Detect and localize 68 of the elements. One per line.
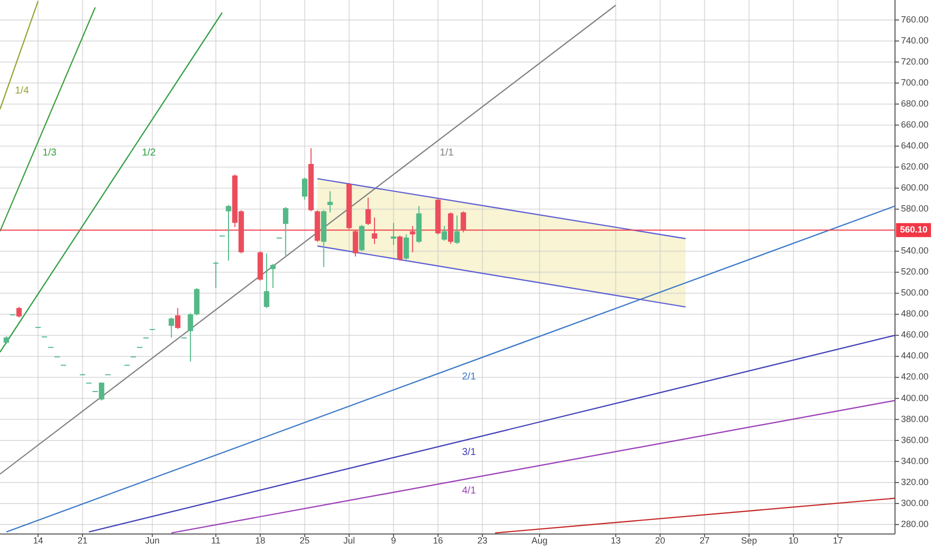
y-tick-label: 580.00 bbox=[901, 204, 929, 214]
y-tick-label: 620.00 bbox=[901, 162, 929, 172]
x-tick-label: 27 bbox=[700, 535, 710, 546]
x-tick-label: 17 bbox=[832, 535, 843, 546]
candlestick bbox=[175, 307, 180, 330]
candlestick bbox=[365, 197, 371, 226]
candlestick bbox=[16, 306, 22, 318]
y-tick-label: 640.00 bbox=[901, 140, 929, 150]
y-tick-label: 760.00 bbox=[901, 14, 929, 24]
y-tick-label: 540.00 bbox=[901, 246, 929, 256]
candlestick bbox=[264, 252, 270, 308]
x-tick-label: Jul bbox=[343, 535, 355, 546]
y-tick-label: 300.00 bbox=[901, 498, 929, 508]
candlestick bbox=[410, 226, 416, 253]
series-label: 1/1 bbox=[440, 148, 454, 159]
y-tick-label: 420.00 bbox=[901, 372, 929, 382]
y-tick-label: 660.00 bbox=[901, 119, 929, 130]
y-tick-label: 500.00 bbox=[901, 288, 929, 298]
series-label: 4/1 bbox=[462, 485, 476, 496]
series-label: 1/4 bbox=[15, 86, 30, 97]
y-tick-label: 520.00 bbox=[901, 266, 929, 277]
y-tick-label: 680.00 bbox=[901, 98, 929, 108]
series-label: 1/3 bbox=[42, 148, 57, 159]
candlestick bbox=[213, 261, 219, 289]
x-tick-label: 9 bbox=[391, 535, 396, 546]
x-tick-label: 25 bbox=[300, 535, 310, 546]
x-tick-label: 13 bbox=[610, 535, 621, 546]
candlestick bbox=[282, 206, 288, 256]
candlestick bbox=[226, 204, 232, 262]
candlestick bbox=[404, 234, 409, 260]
x-tick-label: 10 bbox=[788, 535, 798, 546]
candlestick bbox=[168, 316, 174, 338]
x-tick-label: Aug bbox=[532, 535, 548, 546]
ref-line-label: 560.10 bbox=[900, 224, 928, 234]
y-tick-label: 320.00 bbox=[901, 476, 929, 487]
y-tick-label: 480.00 bbox=[901, 308, 929, 319]
y-tick-label: 720.00 bbox=[901, 56, 929, 66]
candlestick bbox=[454, 214, 460, 244]
candlestick bbox=[397, 234, 403, 262]
y-tick-label: 440.00 bbox=[901, 350, 929, 361]
x-tick-label: Jun bbox=[145, 535, 160, 546]
y-tick-label: 460.00 bbox=[901, 330, 929, 340]
candlestick bbox=[327, 190, 333, 213]
candlestick bbox=[442, 226, 448, 242]
x-tick-label: 16 bbox=[432, 535, 443, 546]
x-tick-label: 23 bbox=[477, 535, 488, 546]
candlestick bbox=[460, 210, 466, 233]
y-tick-label: 380.00 bbox=[901, 414, 929, 424]
y-tick-label: 600.00 bbox=[901, 182, 929, 193]
series-label: 3/1 bbox=[462, 446, 476, 458]
x-tick-label: 20 bbox=[655, 535, 666, 546]
x-tick-label: 11 bbox=[211, 535, 220, 546]
candlestick bbox=[270, 263, 276, 289]
x-tick-label: 18 bbox=[255, 535, 266, 546]
candlestick bbox=[352, 230, 358, 257]
x-tick-label: 14 bbox=[33, 535, 44, 546]
y-tick-label: 700.00 bbox=[901, 77, 929, 88]
y-tick-label: 360.00 bbox=[901, 434, 929, 445]
series-label: 1/2 bbox=[142, 148, 156, 159]
y-tick-label: 340.00 bbox=[901, 456, 929, 466]
x-tick-label: 21 bbox=[78, 535, 88, 546]
x-tick-label: Sep bbox=[741, 535, 758, 546]
y-tick-label: 400.00 bbox=[901, 392, 929, 403]
series-label: 2/1 bbox=[462, 371, 476, 382]
candlestick bbox=[302, 177, 308, 200]
candlestick bbox=[188, 312, 194, 362]
y-tick-label: 280.00 bbox=[901, 518, 929, 529]
y-tick-label: 740.00 bbox=[901, 35, 929, 46]
